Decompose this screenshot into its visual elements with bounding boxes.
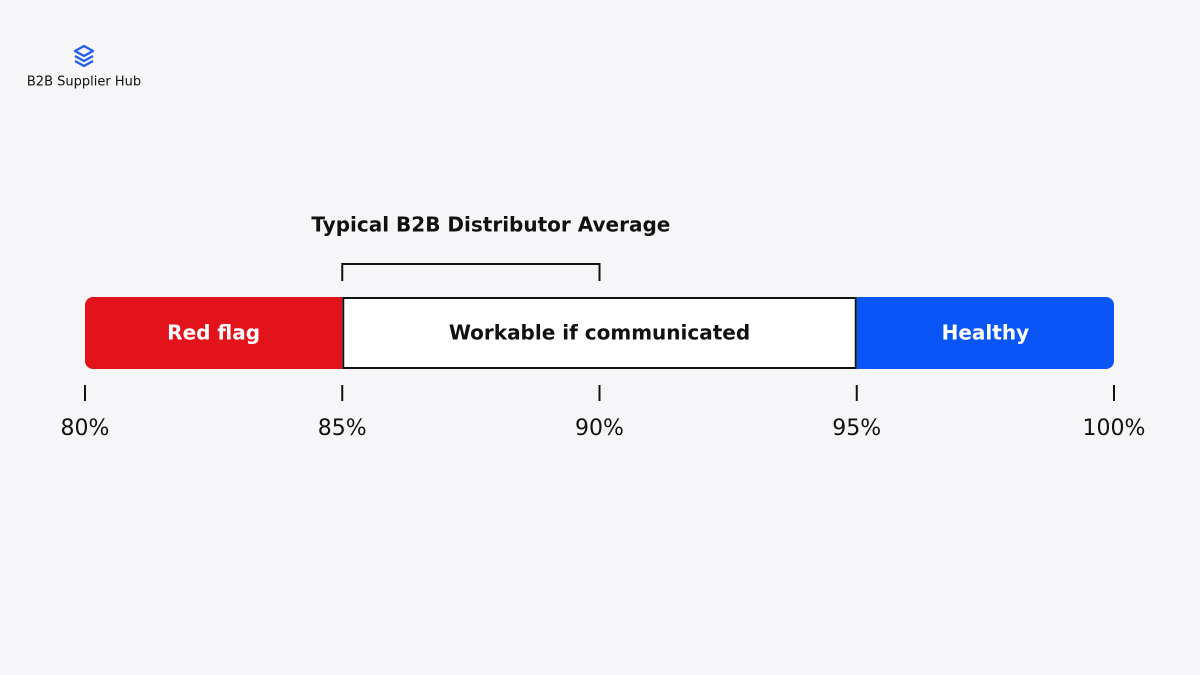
range-segment (342, 297, 857, 369)
brand-logo (73, 44, 95, 68)
annotation-bracket (341, 263, 601, 281)
x-tick-label: 100% (1083, 416, 1146, 441)
range-segment (85, 297, 343, 369)
segment-label: Workable if communicated (449, 321, 750, 345)
range-bar (85, 297, 1114, 369)
segment-label: Red flag (167, 321, 260, 345)
x-tick-label: 95% (832, 416, 881, 441)
brand-name: B2B Supplier Hub (27, 75, 141, 90)
segment-border (342, 297, 857, 369)
x-tick-label: 85% (318, 416, 367, 441)
annotation-label: Typical B2B Distributor Average (311, 213, 670, 237)
range-segment (856, 297, 1114, 369)
x-tick-label: 80% (61, 416, 110, 441)
segment-label: Healthy (942, 321, 1030, 345)
x-tick-label: 90% (575, 416, 624, 441)
